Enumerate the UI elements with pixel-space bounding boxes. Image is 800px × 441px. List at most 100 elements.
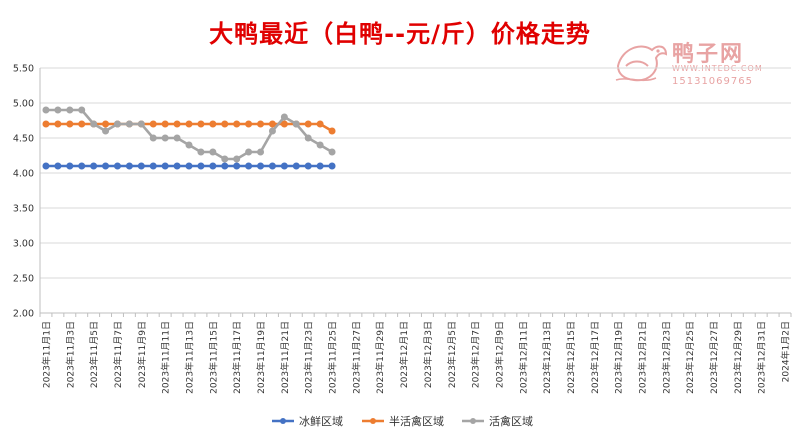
data-point [42,106,50,114]
data-point [90,162,98,170]
x-tick-label: 2023年12月25日 [684,321,696,394]
x-tick-label: 2023年12月5日 [446,321,458,388]
legend-swatch-marker [370,418,376,424]
data-point [221,120,229,128]
x-tick-label: 2023年12月11日 [517,321,529,394]
x-tick-label: 2023年11月17日 [231,321,243,394]
data-point [221,155,229,163]
data-point [161,162,169,170]
x-tick-label: 2023年12月1日 [398,321,410,388]
x-tick-label: 2023年12月27日 [708,321,720,394]
data-point [66,120,74,128]
legend-label: 活禽区域 [489,414,533,428]
data-point [42,162,50,170]
x-tick-label: 2023年11月23日 [303,321,315,394]
data-point [233,162,241,170]
data-point [209,162,217,170]
legend-item: 半活禽区域 [362,414,444,428]
data-point [149,162,157,170]
legend-label: 冰鲜区域 [299,414,343,428]
data-point [125,162,133,170]
legend: 冰鲜区域 半活禽区域 活禽区域 [272,414,533,428]
x-tick-label: 2023年12月7日 [470,321,482,388]
data-point [185,120,193,128]
data-point [197,148,205,156]
data-point [78,106,86,114]
data-point [102,127,110,135]
x-tick-label: 2023年12月15日 [565,321,577,394]
x-tick-label: 2023年11月15日 [207,321,219,394]
x-tick-label: 2023年12月9日 [493,321,505,388]
watermark-phone: 15131069765 [672,76,753,87]
data-point [316,141,324,149]
y-tick-label: 5.50 [13,64,34,75]
data-point [304,162,312,170]
x-tick-label: 2023年12月21日 [636,321,648,394]
series-group [42,106,336,170]
x-tick-label: 2023年11月9日 [136,321,148,388]
legend-item: 活禽区域 [462,414,533,428]
data-point [233,120,241,128]
data-point [280,162,288,170]
data-point [78,162,86,170]
data-point [304,120,312,128]
x-tick-label: 2023年11月11日 [160,321,172,394]
data-point [221,162,229,170]
y-tick-label: 2.00 [13,309,34,320]
x-axis: 2023年11月1日 2023年11月3日 2023年11月5日 2023年11月7日… [39,312,792,394]
series-1 [42,162,336,170]
data-point [42,120,50,128]
x-tick-label: 2023年12月19日 [613,321,625,394]
data-point [54,106,62,114]
data-point [292,162,300,170]
data-point [185,162,193,170]
x-tick-label: 2023年11月21日 [279,321,291,394]
series-2 [42,120,336,135]
series-line [44,108,334,161]
data-point [54,120,62,128]
data-point [257,148,265,156]
data-point [268,127,276,135]
data-point [161,120,169,128]
data-point [257,162,265,170]
data-point [137,120,145,128]
data-point [161,134,169,142]
x-tick-label: 2023年12月23日 [660,321,672,394]
data-point [209,120,217,128]
data-point [280,113,288,121]
data-point [268,120,276,128]
watermark-brand: 鸭子网 [672,41,745,67]
legend-label: 半活禽区域 [389,414,444,428]
x-tick-label: 2023年12月3日 [422,321,434,388]
x-tick-label: 2023年11月19日 [255,321,267,394]
data-point [137,162,145,170]
x-tick-label: 2023年12月17日 [589,321,601,394]
data-point [66,106,74,114]
data-point [90,120,98,128]
data-point [113,120,121,128]
data-point [102,120,110,128]
data-point [54,162,62,170]
data-point [149,120,157,128]
data-point [173,120,181,128]
data-point [268,162,276,170]
data-point [233,155,241,163]
data-point [197,162,205,170]
data-point [280,120,288,128]
x-tick-label: 2023年12月31日 [756,321,768,394]
data-point [185,141,193,149]
data-point [316,162,324,170]
data-point [292,120,300,128]
data-point [66,162,74,170]
data-point [245,162,253,170]
y-tick-label: 3.50 [13,204,34,215]
data-point [209,148,217,156]
legend-swatch-marker [470,418,476,424]
duck-logo-icon [615,45,668,82]
data-point [328,162,336,170]
y-tick-label: 5.00 [13,99,34,110]
x-tick-label: 2023年12月29日 [732,321,744,394]
data-point [304,134,312,142]
